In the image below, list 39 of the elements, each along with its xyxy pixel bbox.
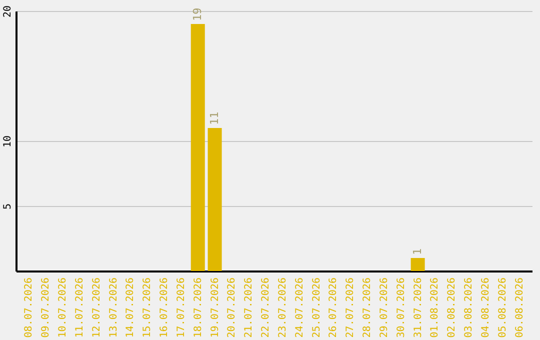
y-tick-label: 10 bbox=[2, 135, 14, 148]
x-tick-label: 01.08.2026 bbox=[430, 278, 441, 338]
x-tick-label: 05.08.2026 bbox=[497, 278, 508, 338]
x-tick-label: 21.07.2026 bbox=[244, 278, 255, 338]
y-tick-label: 5 bbox=[2, 203, 14, 210]
x-tick-label: 18.07.2026 bbox=[192, 278, 204, 338]
bar bbox=[190, 24, 205, 271]
data-label: 11 bbox=[208, 112, 221, 125]
bar bbox=[410, 258, 425, 271]
x-tick-label: 29.07.2026 bbox=[378, 278, 390, 338]
x-tick-label: 12.07.2026 bbox=[91, 278, 102, 338]
x-tick-label: 25.07.2026 bbox=[311, 278, 322, 338]
x-tick-label: 08.07.2026 bbox=[24, 278, 35, 338]
x-tick-label: 03.08.2026 bbox=[464, 278, 475, 338]
x-tick-label: 26.07.2026 bbox=[328, 278, 340, 338]
x-tick-label: 27.07.2026 bbox=[345, 278, 356, 338]
bar bbox=[208, 128, 222, 271]
x-tick-label: 14.07.2026 bbox=[125, 278, 136, 338]
x-tick-label: 04.08.2026 bbox=[480, 278, 492, 338]
x-tick-label: 13.07.2026 bbox=[108, 278, 120, 338]
x-tick-label: 02.08.2026 bbox=[446, 278, 458, 338]
x-tick-label: 23.07.2026 bbox=[277, 278, 288, 338]
x-tick-label: 17.07.2026 bbox=[176, 278, 187, 338]
x-tick-label: 06.08.2026 bbox=[514, 278, 526, 338]
x-tick-label: 10.07.2026 bbox=[58, 278, 69, 338]
x-tick-label: 11.07.2026 bbox=[74, 278, 86, 338]
x-tick-label: 15.07.2026 bbox=[142, 278, 154, 338]
x-tick-label: 16.07.2026 bbox=[159, 278, 170, 338]
x-tick-label: 24.07.2026 bbox=[294, 278, 306, 338]
x-tick-label: 22.07.2026 bbox=[260, 278, 272, 338]
data-label: 19 bbox=[190, 8, 204, 21]
data-label: 1 bbox=[410, 248, 424, 255]
x-tick-label: 28.07.2026 bbox=[362, 278, 374, 338]
x-tick-label: 20.07.2026 bbox=[226, 278, 238, 338]
x-tick-label: 31.07.2026 bbox=[412, 278, 424, 338]
x-tick-label: 09.07.2026 bbox=[40, 278, 52, 338]
x-tick-label: 30.07.2026 bbox=[396, 278, 407, 338]
x-tick-label: 19.07.2026 bbox=[210, 278, 221, 338]
y-tick-label: 20 bbox=[2, 5, 14, 18]
